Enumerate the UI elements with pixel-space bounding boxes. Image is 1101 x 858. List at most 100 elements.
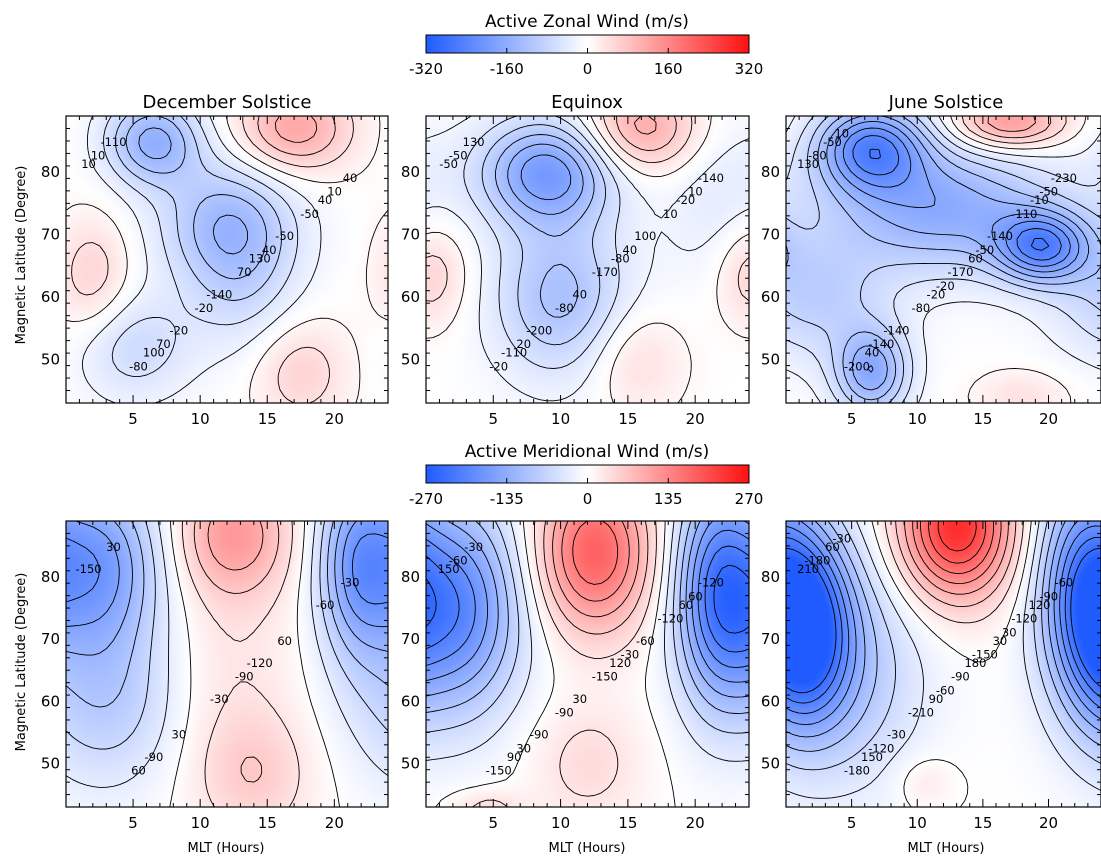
x-tick-label: 20 <box>1039 814 1058 832</box>
contour-label: -140 <box>868 337 894 351</box>
contour-label: -150 <box>592 670 618 684</box>
contour-label: 30 <box>106 540 121 554</box>
contour-label: -150 <box>972 647 998 661</box>
contour-label: -90 <box>145 750 164 764</box>
colorbar-tick-label: 0 <box>583 490 593 508</box>
y-tick-label: 80 <box>401 568 420 586</box>
y-tick-label: 70 <box>761 630 780 648</box>
x-tick-label: 10 <box>551 814 570 832</box>
x-tick-label: 15 <box>618 410 637 428</box>
contour-label: -30 <box>341 576 360 590</box>
x-tick-label: 5 <box>489 814 499 832</box>
contour-label: -140 <box>698 171 724 185</box>
contour-label: -60 <box>449 554 468 568</box>
contour-label: -30 <box>620 647 639 661</box>
contour-label: -20 <box>489 359 508 373</box>
y-tick-label: 50 <box>41 350 60 368</box>
x-tick-label: 20 <box>325 814 344 832</box>
contour-label: 30 <box>572 692 587 706</box>
contour-label: -80 <box>555 301 574 315</box>
contour-label: 130 <box>797 157 819 171</box>
panel-4: 5 10 15 2080706050-150-120-90-60-30306030-3… <box>41 520 389 832</box>
x-tick-label: 10 <box>191 814 210 832</box>
y-tick-label: 50 <box>41 754 60 772</box>
contour-label: -110 <box>100 135 126 149</box>
contour-lines <box>785 115 1101 404</box>
contour-label: -90 <box>951 670 970 684</box>
contour-label: -140 <box>987 229 1013 243</box>
contour-label: 10 <box>81 157 96 171</box>
contour-label: 100 <box>143 346 165 360</box>
contour-label: 130 <box>463 135 485 149</box>
panel-title-december: December Solstice <box>143 92 312 113</box>
contour-label: -60 <box>636 634 655 648</box>
contour-label: 70 <box>237 265 252 279</box>
y-tick-label: 50 <box>401 754 420 772</box>
contour-label: -60 <box>316 598 335 612</box>
heatmap-fill <box>786 521 1101 807</box>
contour-label: 150 <box>438 562 460 576</box>
contour-label: 60 <box>679 598 694 612</box>
y-tick-label: 80 <box>761 568 780 586</box>
contour-label: -80 <box>129 359 148 373</box>
x-tick-label: 20 <box>686 814 705 832</box>
panel-3: 5 10 15 20807060501306040-10-20-50-140-140-… <box>761 115 1101 428</box>
contour-label: -50 <box>275 229 294 243</box>
x-axis-label-1: MLT (Hours) <box>188 841 265 856</box>
panel-title-june: June Solstice <box>888 92 1004 113</box>
x-tick-label: 5 <box>128 814 138 832</box>
contour-label: 60 <box>131 764 146 778</box>
y-tick-label: 60 <box>761 288 780 306</box>
contour-lines <box>425 520 750 808</box>
x-tick-label: 10 <box>191 410 210 428</box>
contour-label: -30 <box>887 728 906 742</box>
y-tick-label: 80 <box>761 163 780 181</box>
y-tick-label: 80 <box>41 163 60 181</box>
x-axis-label-3: MLT (Hours) <box>908 841 985 856</box>
contour-label: -110 <box>501 346 527 360</box>
zonal-colorbar-title: Active Zonal Wind (m/s) <box>485 12 689 32</box>
contour-label: -230 <box>1051 171 1077 185</box>
contour-label: -50 <box>823 135 842 149</box>
contour-label: -30 <box>210 692 229 706</box>
contour-label: 60 <box>968 251 983 265</box>
contour-label: 60 <box>688 589 703 603</box>
y-tick-label: 70 <box>401 630 420 648</box>
contour-lines <box>785 520 1101 808</box>
contour-label: -120 <box>868 741 894 755</box>
contour-label: -90 <box>530 728 549 742</box>
contour-label: -20 <box>936 279 955 293</box>
contour-label: 150 <box>861 750 883 764</box>
contour-label: -200 <box>844 359 870 373</box>
x-tick-label: 15 <box>618 814 637 832</box>
contour-lines <box>65 520 389 808</box>
contour-label: -120 <box>247 656 273 670</box>
contour-label: -60 <box>936 683 955 697</box>
contour-label: -120 <box>657 612 683 626</box>
contour-label: 30 <box>172 728 187 742</box>
contour-label: -170 <box>947 265 973 279</box>
contour-label: -20 <box>169 323 188 337</box>
heatmap-fill <box>66 116 388 403</box>
y-tick-label: 60 <box>41 692 60 710</box>
contour-label: -30 <box>464 540 483 554</box>
contour-label: 40 <box>623 243 638 257</box>
contour-label: 90 <box>929 692 944 706</box>
y-tick-label: 60 <box>761 692 780 710</box>
x-tick-label: 15 <box>973 814 992 832</box>
contour-label: 10 <box>834 126 849 140</box>
contour-label: -50 <box>439 157 458 171</box>
contour-label: -10 <box>1030 193 1049 207</box>
x-tick-label: 20 <box>686 410 705 428</box>
colorbar-tick-label: 0 <box>583 60 593 78</box>
contour-label: -50 <box>449 149 468 163</box>
contour-label: -50 <box>300 207 319 221</box>
contour-label: 40 <box>572 287 587 301</box>
y-tick-label: 70 <box>41 226 60 244</box>
contour-label: 10 <box>91 149 106 163</box>
contour-label: 60 <box>825 540 840 554</box>
colorbar-tick-label: 320 <box>735 60 764 78</box>
contour-label: -150 <box>486 764 512 778</box>
panel-5: 5 10 15 2080706050150120906030-30-60-90-120… <box>401 520 750 832</box>
panel-6: 5 10 15 2080706050210180150120906030-30-60-… <box>761 520 1101 832</box>
